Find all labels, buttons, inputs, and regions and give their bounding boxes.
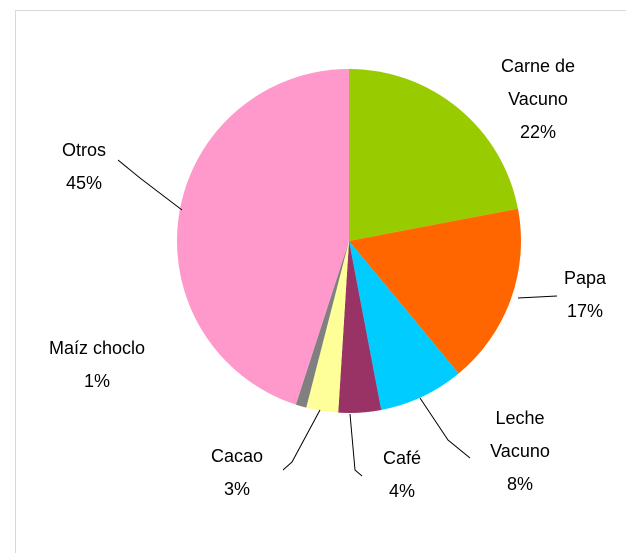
pie-slice [349,241,459,410]
leader-line [282,409,321,471]
category-label: Otros [61,140,106,160]
value-label: 17% [566,301,604,321]
slice-label: Otros 45% [44,134,124,200]
pie-slice [306,241,349,413]
leader-line [349,413,363,477]
pie-slice [349,208,521,374]
slice-label: Café 4% [362,442,442,508]
slice-label: Maíz choclo 1% [17,332,177,398]
category-label: Papa [563,268,607,288]
pie-slice [295,241,349,408]
value-label: 22% [519,122,557,142]
value-label: 8% [506,474,533,494]
value-label: 3% [223,479,250,499]
value-label: 4% [388,481,415,501]
category-label: Leche Vacuno [490,408,550,461]
leader-line [419,397,471,459]
leader-line [517,295,558,299]
chart-frame [15,10,626,553]
slice-label: Papa 17% [545,262,625,328]
pie-slice [177,69,349,405]
pie-slice [338,241,382,413]
pie-slice [349,69,518,241]
leader-line [117,159,183,211]
slice-label: Carne de Vacuno 22% [483,50,593,149]
slice-label: Leche Vacuno 8% [475,402,565,501]
category-label: Cacao [210,446,264,466]
slice-label: Cacao 3% [197,440,277,506]
category-label: Maíz choclo [48,338,146,358]
category-label: Carne de Vacuno [500,56,576,109]
category-label: Café [382,448,422,468]
value-label: 45% [65,173,103,193]
value-label: 1% [83,371,110,391]
